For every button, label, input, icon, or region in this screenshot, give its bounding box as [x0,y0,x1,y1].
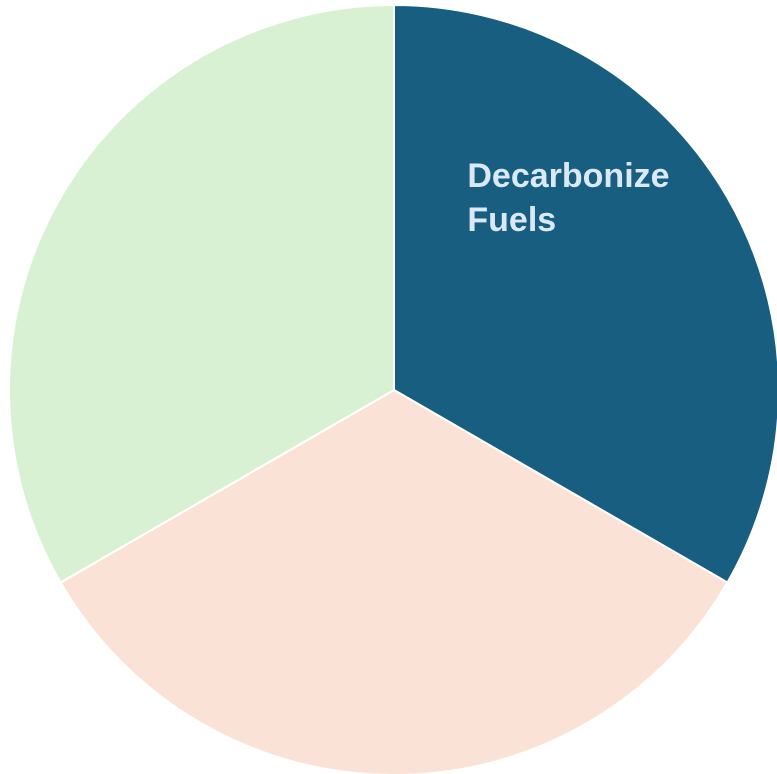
pie-slice [59,388,729,774]
slice-label: Decarbonize Fuels [467,157,670,240]
pie-slice [8,3,395,584]
pie-slice [393,3,777,584]
